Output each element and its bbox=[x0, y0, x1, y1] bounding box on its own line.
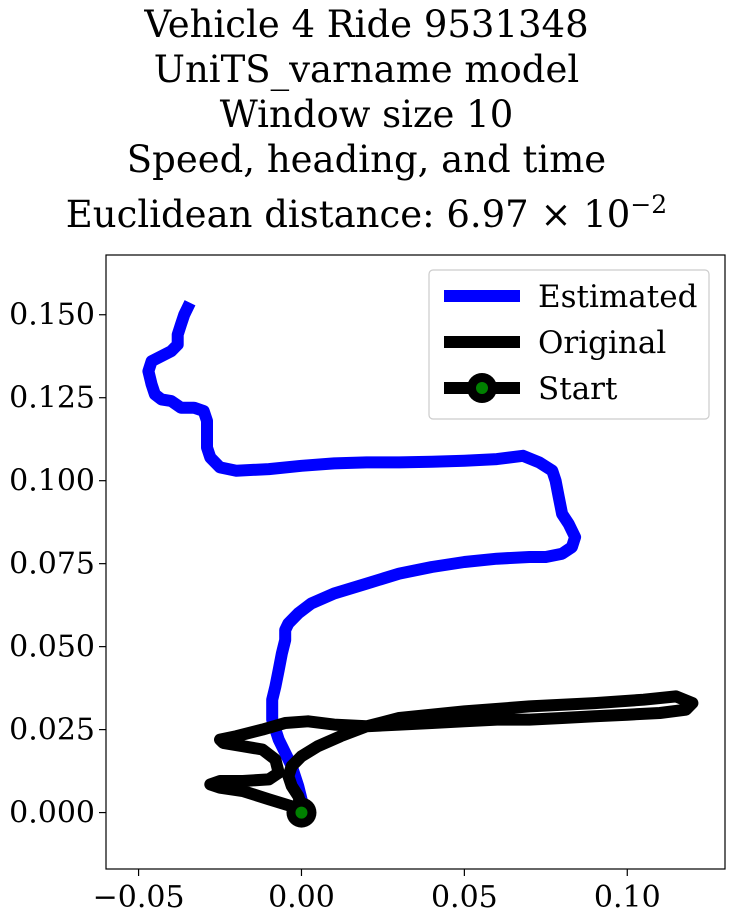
legend-original-label: Original bbox=[538, 325, 666, 361]
ticks-layer: −0.05 0.00 0.05 0.10 0.000 0.025 0.050 0.075 0.1… bbox=[9, 298, 661, 915]
legend-start-label: Start bbox=[538, 371, 618, 407]
legend-start-marker-center bbox=[476, 382, 488, 394]
x-tick-label: 0.10 bbox=[594, 880, 661, 915]
x-tick-label: 0.00 bbox=[268, 880, 335, 915]
y-tick-label: 0.150 bbox=[9, 298, 95, 333]
series-estimated-line bbox=[142, 300, 582, 807]
title-line-5-base: 10 bbox=[583, 193, 631, 236]
y-tick-label: 0.075 bbox=[9, 547, 95, 582]
y-tick-label: 0.050 bbox=[9, 630, 95, 665]
title-line-5-prefix: Euclidean distance: 6.97 bbox=[65, 193, 529, 236]
legend-box bbox=[428, 269, 710, 420]
y-tick-label: 0.025 bbox=[9, 713, 95, 748]
title-line-5-exponent: −2 bbox=[630, 190, 668, 219]
y-tick-label: 0.000 bbox=[9, 796, 95, 831]
title-line-4: Speed, heading, and time bbox=[126, 138, 607, 181]
title-line-3: Window size 10 bbox=[219, 93, 514, 136]
title-line-2: UniTS_varname model bbox=[153, 48, 580, 91]
start-marker-center bbox=[295, 806, 308, 819]
chart-title: Vehicle 4 Ride 9531348 UniTS_varname mod… bbox=[0, 2, 733, 237]
x-tick-label: 0.05 bbox=[431, 880, 498, 915]
y-tick-label: 0.100 bbox=[9, 464, 95, 499]
title-line-5: Euclidean distance: 6.97 × 10−2 bbox=[0, 182, 733, 237]
axes-frame bbox=[105, 254, 726, 870]
legend-estimated-label: Estimated bbox=[538, 279, 697, 315]
x-tick-label: −0.05 bbox=[93, 880, 185, 915]
legend: Estimated Original Start bbox=[428, 269, 710, 420]
title-line-1: Vehicle 4 Ride 9531348 bbox=[144, 3, 589, 46]
series-original-line bbox=[204, 690, 699, 817]
title-line-5-times: × bbox=[540, 193, 572, 236]
series-layer bbox=[142, 300, 699, 828]
y-tick-label: 0.125 bbox=[9, 381, 95, 416]
